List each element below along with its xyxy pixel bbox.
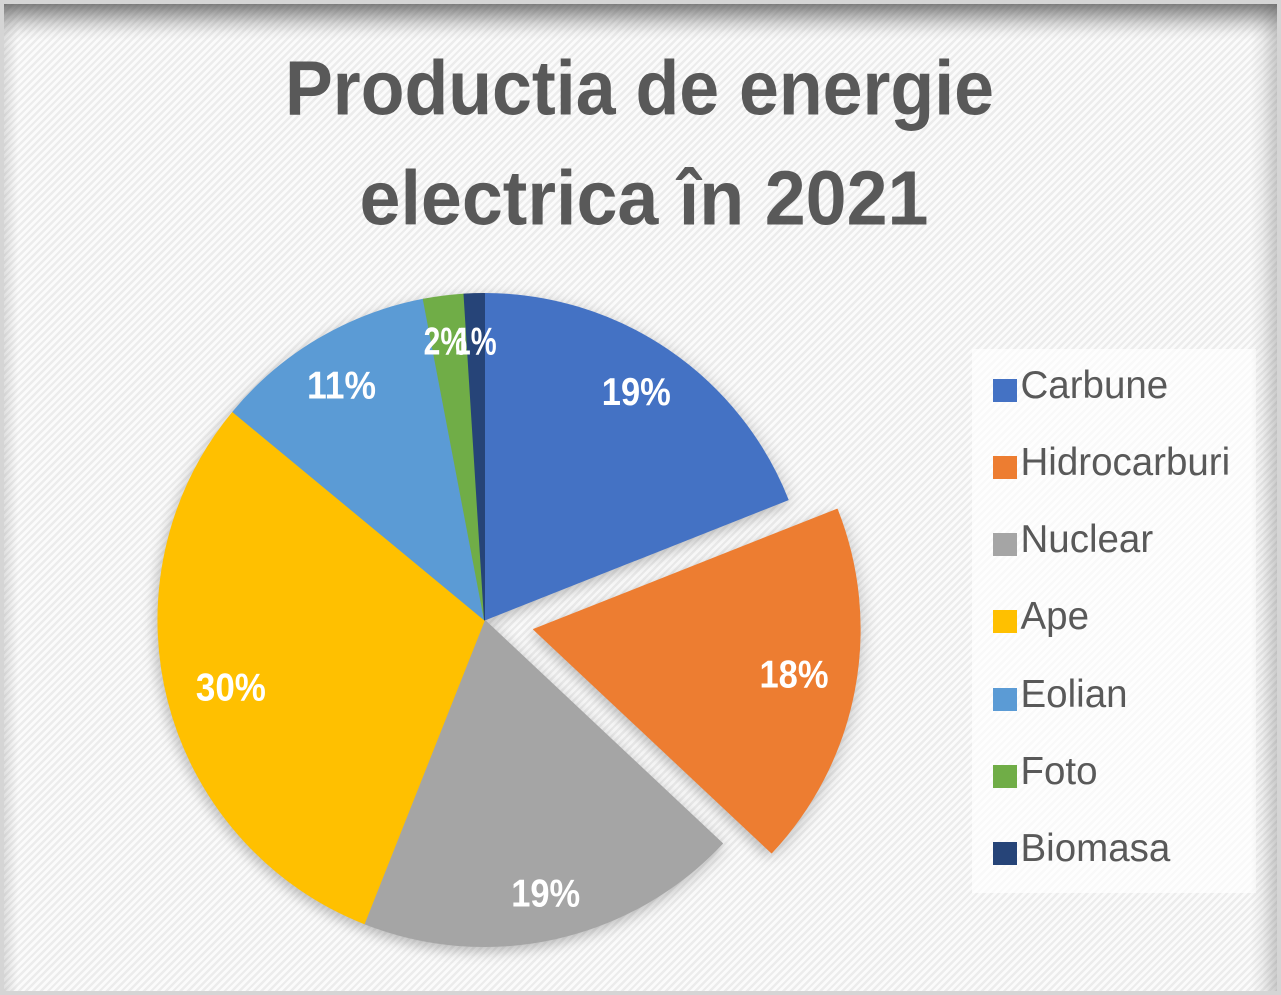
svg-text:electrica în 2021: electrica în 2021 — [360, 156, 929, 242]
svg-text:19%: 19% — [602, 371, 671, 414]
svg-text:19%: 19% — [511, 873, 580, 916]
svg-text:18%: 18% — [760, 654, 829, 697]
svg-text:30%: 30% — [196, 667, 266, 710]
svg-text:1%: 1% — [455, 320, 497, 363]
svg-text:Productia de energie: Productia de energie — [285, 46, 994, 132]
svg-text:11%: 11% — [307, 365, 376, 408]
svg-text:2%: 2% — [424, 320, 468, 363]
